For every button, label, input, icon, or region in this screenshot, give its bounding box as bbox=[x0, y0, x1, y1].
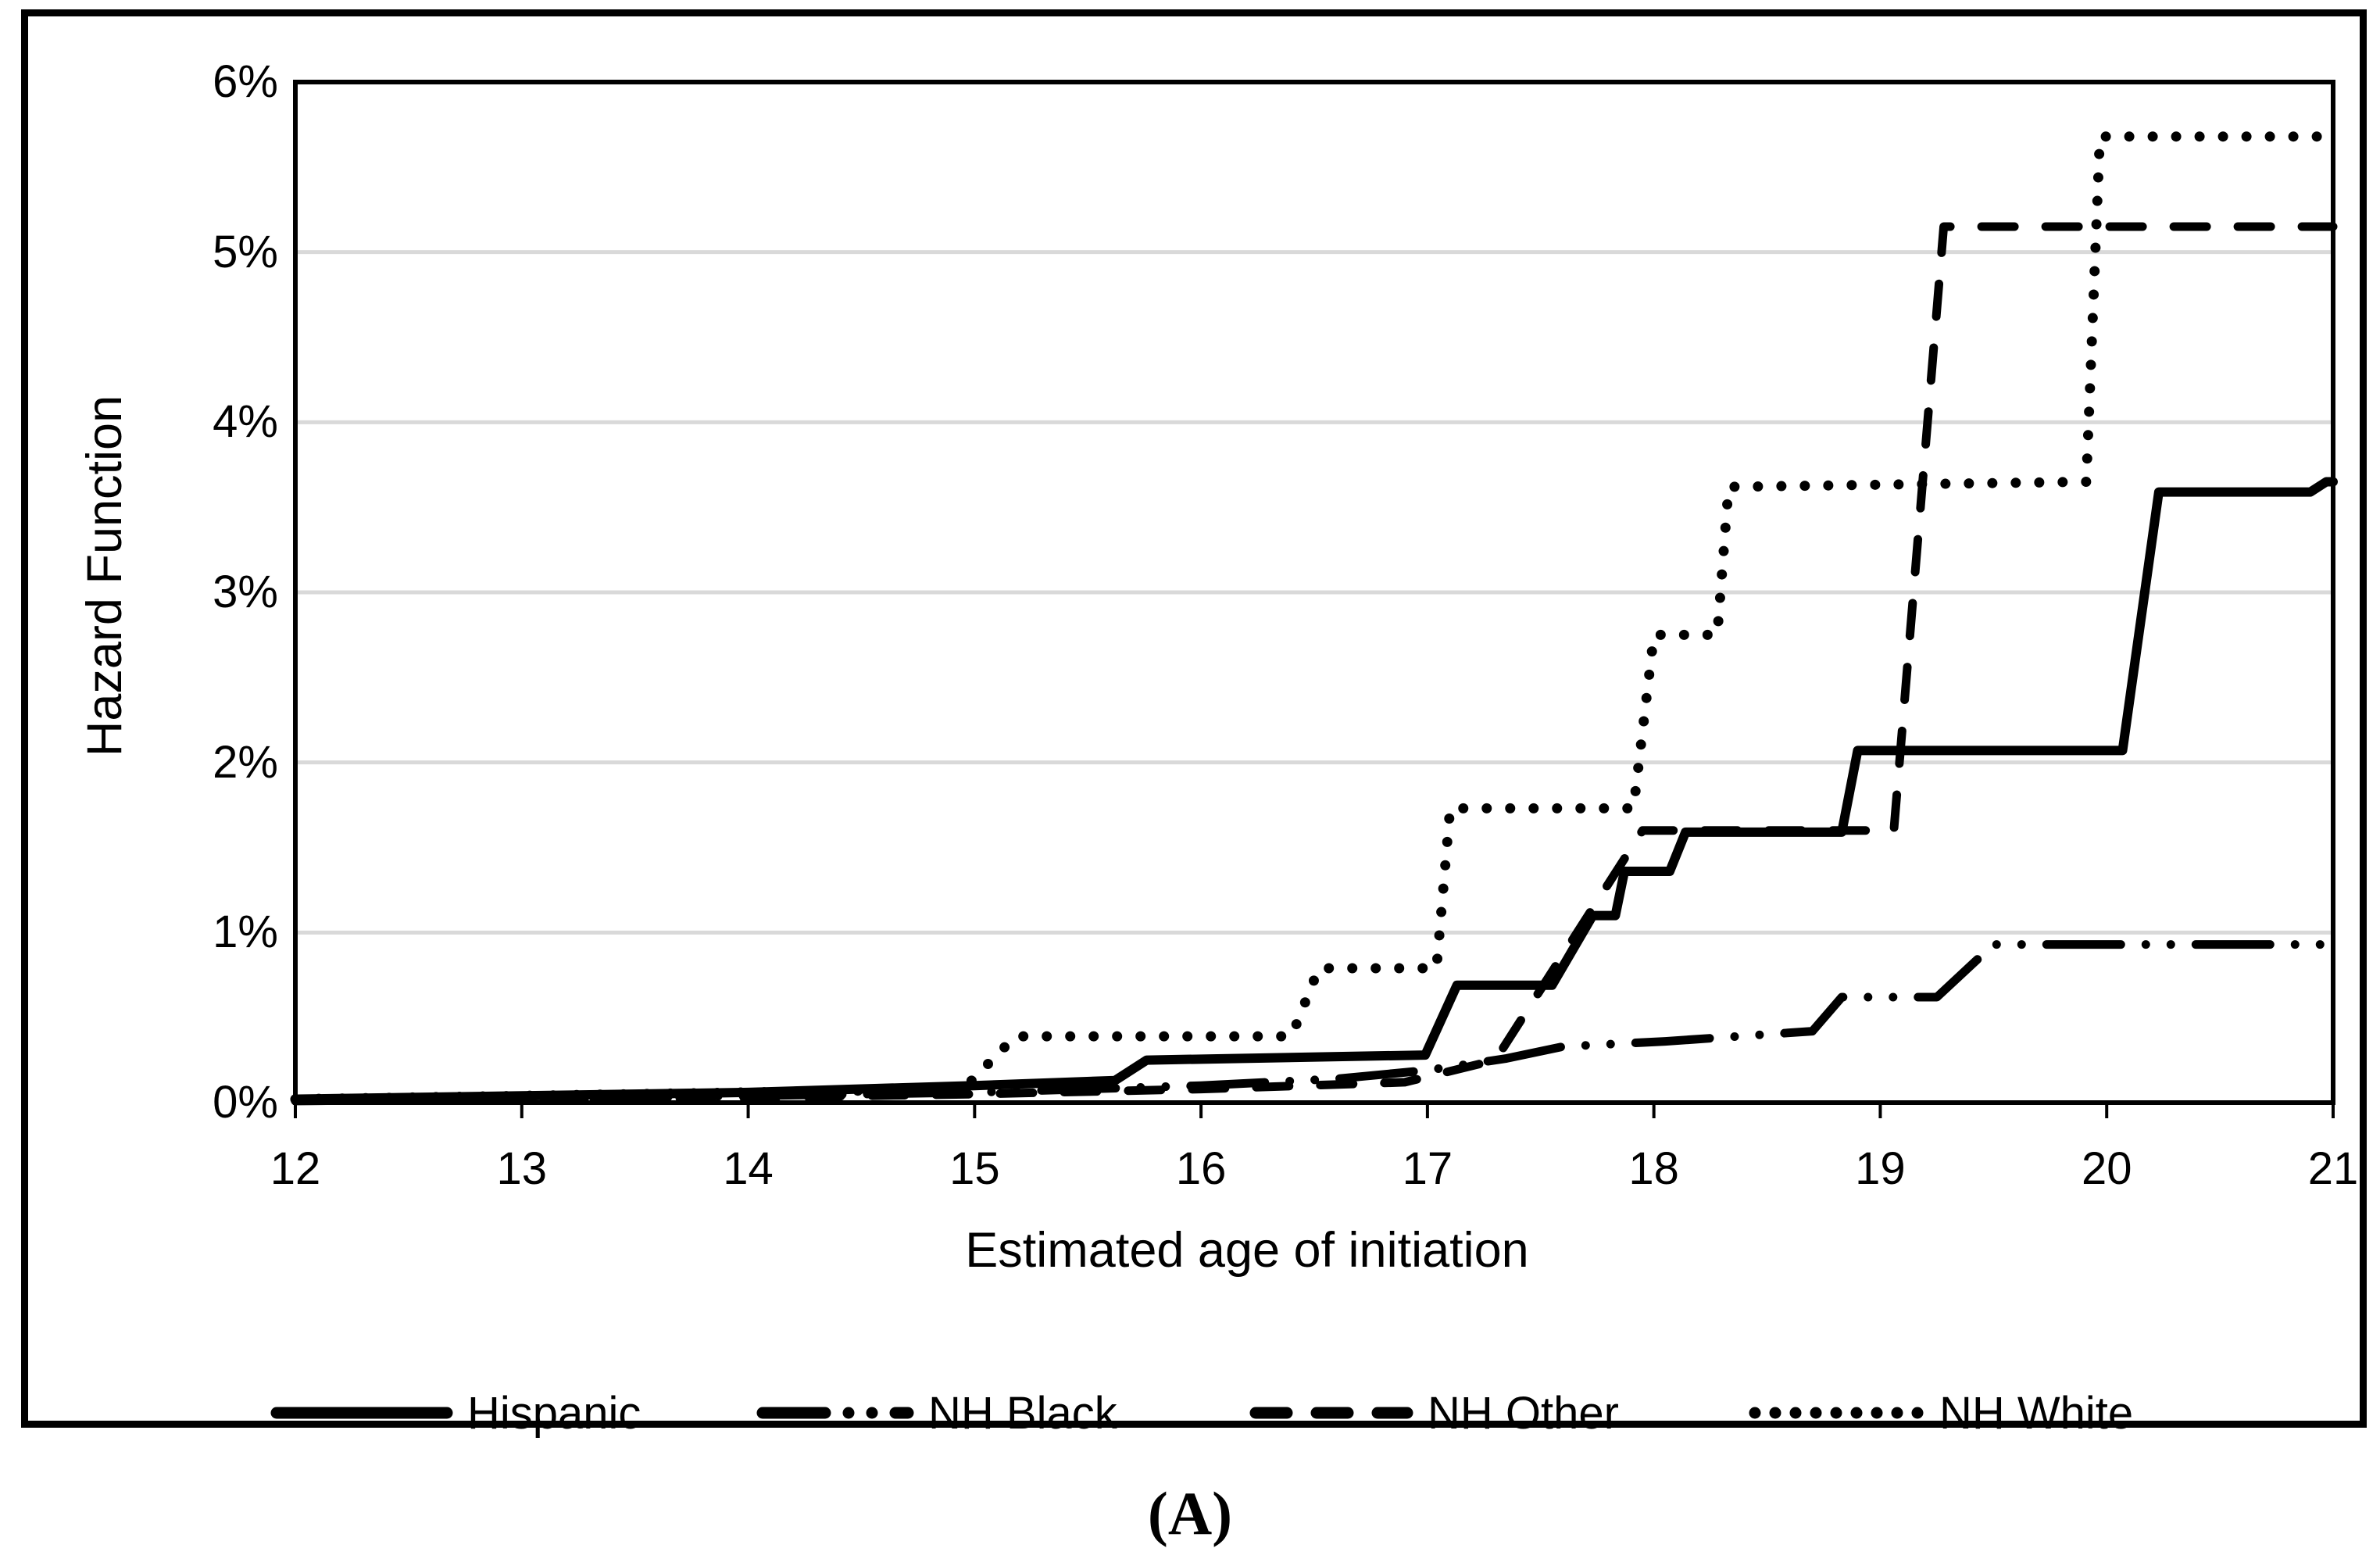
y-tick-label: 2% bbox=[213, 736, 278, 788]
legend-item-nh-white: NH White bbox=[1749, 1386, 2133, 1440]
x-tick-label: 17 bbox=[1402, 1143, 1453, 1194]
series-line-nh-other bbox=[291, 222, 2338, 1106]
x-tick-label: 21 bbox=[2307, 1143, 2359, 1194]
legend-label: Hispanic bbox=[467, 1387, 641, 1439]
legend-label: NH Other bbox=[1428, 1387, 1619, 1439]
x-tick-label: 19 bbox=[1855, 1143, 1906, 1194]
figure-caption: (A) bbox=[1147, 1479, 1233, 1547]
plot-area bbox=[290, 80, 2339, 1118]
series-line-hispanic bbox=[291, 477, 2338, 1104]
plot-border bbox=[293, 80, 2335, 1105]
x-axis-title: Estimated age of initiation bbox=[965, 1223, 1529, 1278]
y-axis-title: Hazard Function bbox=[77, 395, 132, 757]
legend-swatch-dash-dot-dot-line-icon bbox=[756, 1407, 914, 1419]
x-tick-label: 20 bbox=[2081, 1143, 2132, 1194]
x-tick-label: 12 bbox=[270, 1143, 321, 1194]
figure-frame: Hazard Function Estimated age of initiat… bbox=[21, 9, 2367, 1439]
y-tick-label: 3% bbox=[213, 567, 278, 617]
legend-item-nh-other: NH Other bbox=[1249, 1386, 1619, 1440]
legend-swatch-dashed-line-icon bbox=[1249, 1407, 1413, 1419]
x-tick-label: 14 bbox=[723, 1143, 774, 1194]
legend-swatch-dotted-line-icon bbox=[1749, 1407, 1925, 1419]
x-tick-label: 18 bbox=[1628, 1143, 1679, 1194]
legend-label: NH Black bbox=[928, 1387, 1117, 1439]
y-tick-label: 0% bbox=[213, 1077, 278, 1128]
x-tick-label: 16 bbox=[1175, 1143, 1227, 1194]
x-tick-label: 13 bbox=[496, 1143, 548, 1194]
legend-item-hispanic: Hispanic bbox=[270, 1386, 641, 1440]
series-line-nh-black bbox=[291, 940, 2338, 1106]
series-line-nh-white bbox=[290, 131, 2339, 1105]
x-tick-label: 15 bbox=[949, 1143, 1000, 1194]
legend-label: NH White bbox=[1939, 1387, 2134, 1439]
y-tick-label: 4% bbox=[213, 396, 278, 448]
legend-item-nh-black: NH Black bbox=[756, 1386, 1117, 1440]
y-tick-label: 1% bbox=[213, 906, 278, 958]
y-tick-label: 6% bbox=[213, 56, 278, 107]
y-tick-label: 5% bbox=[213, 226, 278, 277]
legend-swatch-solid-line-icon bbox=[270, 1407, 453, 1419]
